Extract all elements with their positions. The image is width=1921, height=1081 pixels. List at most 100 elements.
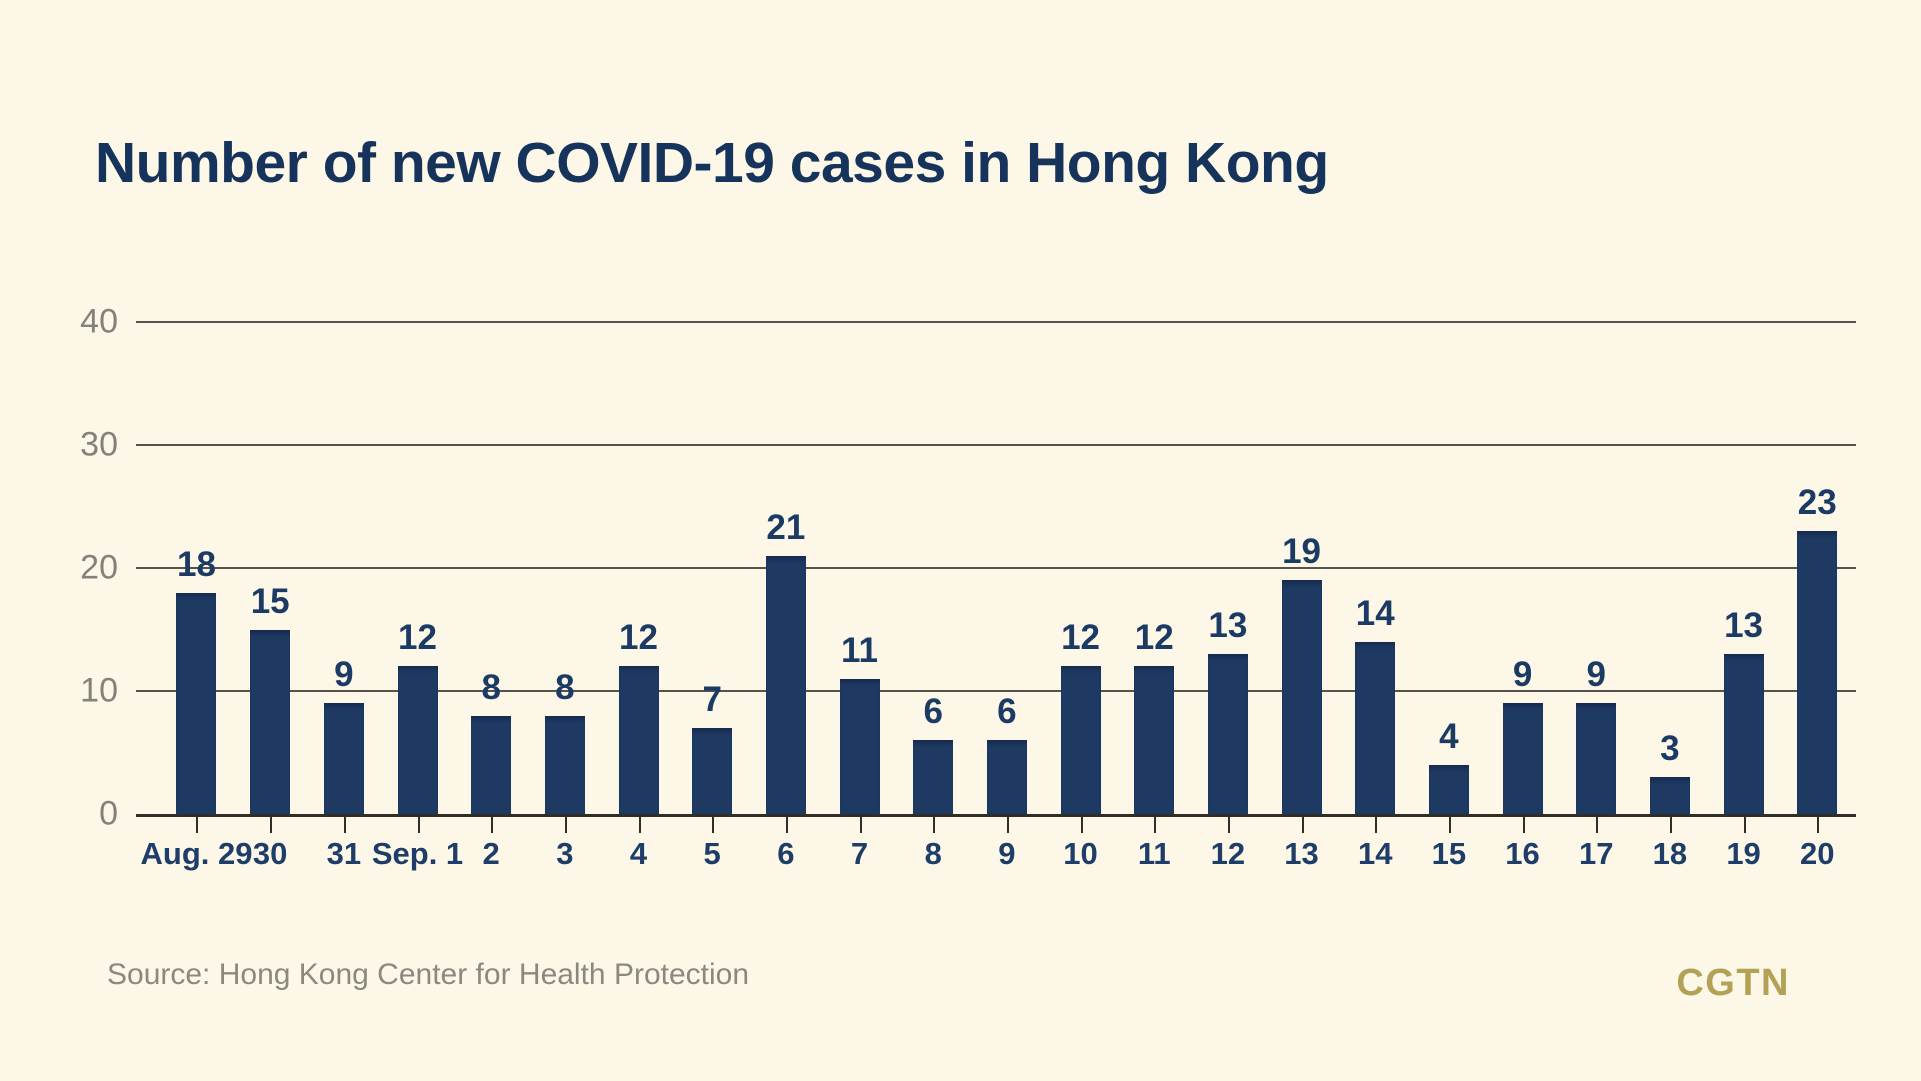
x-axis-tick [1375, 814, 1378, 833]
bar-value-label: 23 [1797, 483, 1837, 523]
gridline-10 [136, 690, 1856, 692]
x-axis-tick [1227, 814, 1230, 833]
bar-slot: 12 4 [602, 0, 676, 1081]
x-axis-tick [491, 814, 494, 833]
bar-slot: 14 14 [1338, 0, 1412, 1081]
x-axis-tick [785, 814, 788, 833]
x-axis-label: 20 [1799, 836, 1835, 871]
x-axis-tick [1154, 814, 1157, 833]
x-axis-tick [1669, 814, 1672, 833]
y-axis-label-30: 30 [80, 425, 118, 464]
bar-slot: 13 19 [1707, 0, 1781, 1081]
x-axis-tick [343, 814, 346, 833]
x-axis-label: Aug. 29 [140, 836, 253, 871]
x-axis-label: 14 [1357, 836, 1393, 871]
y-axis-label-0: 0 [99, 794, 118, 833]
bar-value-label: 11 [841, 630, 879, 670]
x-axis-label: 11 [1137, 836, 1171, 871]
bar [1207, 654, 1248, 814]
bar [323, 703, 364, 814]
bar-slot: 23 20 [1780, 0, 1854, 1081]
bar-value-label: 21 [766, 507, 806, 547]
x-axis-tick [1522, 814, 1525, 833]
x-axis-label: 30 [252, 836, 288, 871]
bar [839, 678, 880, 814]
x-axis-label: 12 [1210, 836, 1246, 871]
x-axis-label: Sep. 1 [371, 836, 464, 871]
bar-value-label: 8 [555, 667, 575, 707]
x-axis-tick [1817, 814, 1820, 833]
bar [986, 740, 1027, 814]
bar-value-label: 19 [1282, 532, 1321, 572]
bar-value-label: 8 [481, 667, 501, 707]
bar-slot: 21 6 [749, 0, 823, 1081]
bar [176, 592, 217, 814]
cgtn-logo: CGTN [1676, 962, 1790, 1004]
x-axis-label: 6 [777, 836, 795, 871]
bar-value-label: 13 [1208, 606, 1248, 646]
x-axis-label: 16 [1505, 836, 1540, 871]
bar-slot: 11 7 [823, 0, 897, 1081]
bar-value-label: 12 [1061, 618, 1100, 658]
bar [1576, 703, 1617, 814]
x-axis-label: 2 [482, 836, 500, 871]
bar-slot: 9 31 [307, 0, 381, 1081]
x-axis-tick [1006, 814, 1009, 833]
bar [250, 629, 291, 814]
bar-slot: 9 16 [1486, 0, 1560, 1081]
y-axis-label-20: 20 [80, 548, 118, 587]
x-axis-label: 18 [1652, 836, 1688, 871]
bar-value-label: 15 [250, 581, 290, 621]
bar-value-label: 9 [334, 655, 354, 695]
bar-slot: 18 Aug. 29 [141, 0, 253, 1081]
bar-slot: 12 11 [1117, 0, 1191, 1081]
bar [471, 715, 512, 814]
bar [397, 666, 438, 814]
x-axis-label: 9 [998, 836, 1016, 871]
x-axis-tick [1301, 814, 1304, 833]
bar-value-label: 7 [702, 679, 722, 719]
bar [692, 727, 733, 814]
bar-value-label: 3 [1660, 729, 1680, 769]
gridline-20 [136, 567, 1856, 569]
bar-value-label: 12 [398, 618, 437, 658]
x-axis-tick [270, 814, 273, 833]
bar-slot: 19 13 [1265, 0, 1339, 1081]
x-axis-tick [933, 814, 936, 833]
bar [1428, 764, 1469, 814]
bar-slot: 13 12 [1191, 0, 1265, 1081]
bar-value-label: 6 [997, 692, 1017, 732]
bar [1502, 703, 1543, 814]
bar-slot: 15 30 [233, 0, 307, 1081]
x-axis-tick [859, 814, 862, 833]
x-axis-label: 4 [629, 836, 648, 871]
bar-slot: 4 15 [1412, 0, 1486, 1081]
bar-value-label: 6 [923, 692, 943, 732]
bar [1134, 666, 1175, 814]
bar-value-label: 14 [1355, 593, 1395, 633]
x-axis-label: 17 [1578, 836, 1614, 871]
bar-value-label: 9 [1586, 655, 1606, 695]
bar-value-label: 12 [1134, 618, 1174, 658]
bar [765, 555, 806, 814]
bar [618, 666, 659, 814]
bar [913, 740, 954, 814]
x-axis-tick [1743, 814, 1746, 833]
bar-value-label: 18 [177, 544, 216, 584]
x-axis-label: 5 [703, 836, 721, 871]
bar-slot: 12 Sep. 1 [372, 0, 463, 1081]
bar-value-label: 4 [1439, 716, 1459, 756]
x-axis-tick [1448, 814, 1451, 833]
bar [1649, 777, 1690, 814]
x-axis-label: 10 [1063, 836, 1098, 871]
bar [1355, 641, 1396, 814]
bar-slot: 3 18 [1633, 0, 1707, 1081]
x-axis-line [136, 814, 1856, 817]
